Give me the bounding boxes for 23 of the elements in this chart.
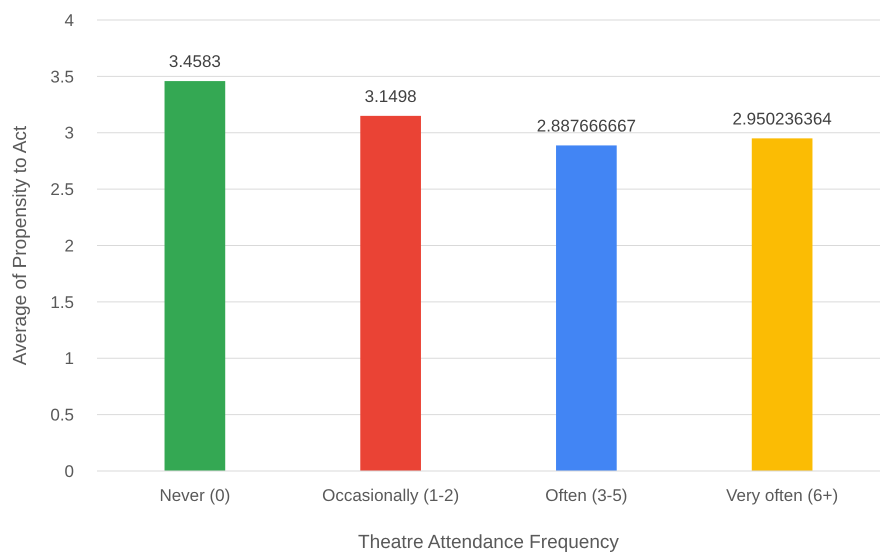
y-tick-label: 2	[64, 236, 74, 256]
x-tick-label: Often (3-5)	[545, 486, 628, 505]
y-tick-label: 1	[64, 349, 74, 368]
y-tick-label: 4	[64, 10, 74, 30]
x-tick-label: Occasionally (1-2)	[322, 486, 460, 505]
y-tick-label: 3	[64, 124, 74, 143]
data-label: 3.1498	[364, 86, 417, 106]
data-label: 3.4583	[168, 52, 221, 72]
y-tick-label: 1.5	[50, 292, 74, 312]
data-label: 2.887666667	[536, 116, 636, 136]
y-tick-label: 0.5	[50, 406, 74, 425]
y-tick-label: 0	[64, 462, 74, 481]
x-axis-title: Theatre Attendance Frequency	[358, 532, 620, 553]
y-tick-label: 3.5	[50, 67, 74, 86]
y-tick-label: 2.5	[50, 180, 74, 200]
bar	[360, 116, 421, 471]
bar	[556, 145, 617, 471]
bar	[752, 138, 812, 471]
y-axis-title: Average of Propensity to Act	[10, 125, 31, 366]
bar	[164, 81, 226, 471]
data-label: 2.950236364	[732, 109, 832, 128]
x-tick-label: Never (0)	[159, 486, 230, 505]
x-tick-label: Very often (6+)	[726, 486, 838, 505]
